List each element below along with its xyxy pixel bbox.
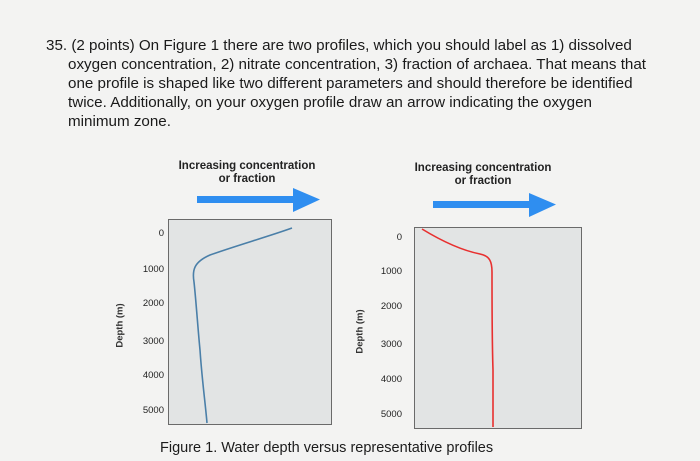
plot-area bbox=[414, 227, 582, 429]
profile-line bbox=[421, 228, 494, 427]
header-line: or fraction bbox=[218, 173, 276, 185]
y-axis-label: Depth (m) bbox=[354, 309, 366, 354]
y-tick: 4000 bbox=[142, 370, 164, 381]
y-tick: 3000 bbox=[380, 339, 402, 350]
question-line: twice. Additionally, on your oxygen prof… bbox=[68, 94, 592, 111]
profile-line bbox=[192, 227, 293, 424]
y-tick: 3000 bbox=[142, 336, 164, 347]
y-tick: 4000 bbox=[380, 374, 402, 385]
question-text: 35. (2 points) On Figure 1 there are two… bbox=[46, 36, 666, 131]
question-line: oxygen concentration, 2) nitrate concent… bbox=[68, 56, 647, 73]
y-tick: 1000 bbox=[142, 264, 164, 275]
figure-caption: Figure 1. Water depth versus representat… bbox=[160, 440, 494, 456]
y-tick: 0 bbox=[396, 232, 402, 243]
panel-header: Increasing concentration or fraction bbox=[408, 162, 558, 188]
y-tick: 2000 bbox=[380, 301, 402, 312]
question-line: minimum zone. bbox=[68, 113, 171, 130]
y-tick: 2000 bbox=[142, 298, 164, 309]
header-line: or fraction bbox=[454, 175, 512, 187]
increase-arrow bbox=[197, 188, 320, 212]
increase-arrow bbox=[433, 193, 556, 217]
y-tick: 5000 bbox=[142, 405, 164, 416]
y-tick: 0 bbox=[158, 228, 164, 239]
plot-area bbox=[168, 219, 332, 425]
header-line: Increasing concentration bbox=[178, 160, 316, 172]
question-line: 35. (2 points) On Figure 1 there are two… bbox=[46, 37, 632, 54]
y-tick: 5000 bbox=[380, 409, 402, 420]
question-line: one profile is shaped like two different… bbox=[68, 75, 633, 92]
y-tick: 1000 bbox=[380, 266, 402, 277]
panel-header: Increasing concentration or fraction bbox=[172, 160, 322, 186]
header-line: Increasing concentration bbox=[414, 162, 552, 174]
